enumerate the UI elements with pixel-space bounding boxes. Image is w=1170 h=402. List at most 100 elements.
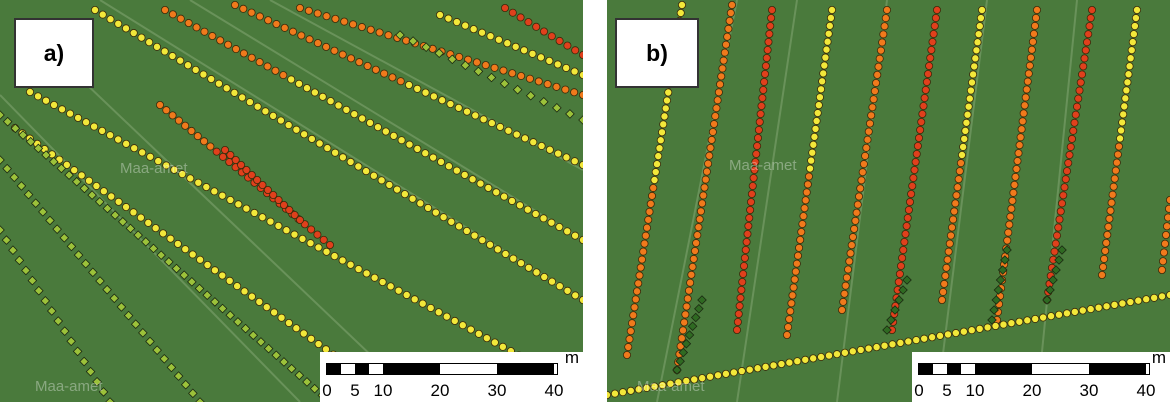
measurement-point	[371, 65, 380, 74]
measurement-point	[536, 53, 545, 62]
measurement-point	[342, 105, 351, 114]
measurement-point	[702, 167, 711, 176]
measurement-point	[563, 227, 572, 236]
measurement-point	[1070, 118, 1079, 127]
measurement-point	[1097, 270, 1106, 279]
measurement-point	[512, 130, 521, 139]
measurement-point	[82, 118, 91, 127]
measurement-point	[269, 190, 278, 199]
measurement-point	[942, 263, 951, 272]
measurement-point	[983, 323, 992, 332]
measurement-point	[675, 356, 685, 367]
measurement-point	[631, 295, 640, 304]
measurement-point	[563, 41, 572, 50]
measurement-point	[864, 344, 873, 353]
measurement-point	[824, 29, 833, 38]
measurement-point	[848, 347, 857, 356]
measurement-point	[207, 75, 216, 84]
measurement-point	[1166, 196, 1170, 204]
measurement-point	[290, 210, 299, 219]
map-canvas-b	[607, 0, 1170, 402]
measurement-point	[742, 237, 751, 246]
measurement-point	[160, 6, 169, 14]
measurement-point	[145, 38, 154, 47]
measurement-point	[734, 309, 743, 318]
measurement-point	[744, 221, 753, 230]
measurement-point	[1039, 313, 1048, 322]
measurement-point	[678, 326, 687, 335]
measurement-point	[218, 152, 227, 161]
measurement-point	[682, 376, 691, 385]
measurement-point	[1047, 312, 1056, 321]
measurement-point	[748, 181, 757, 190]
measurement-point	[960, 134, 969, 143]
measurement-point	[393, 185, 402, 194]
measurement-point	[634, 385, 643, 394]
measurement-point	[626, 327, 635, 336]
measurement-point	[288, 27, 297, 36]
measurement-point	[486, 240, 495, 249]
measurement-point	[845, 257, 854, 266]
measurement-point	[218, 271, 227, 280]
measurement-point	[322, 42, 331, 51]
measurement-point	[129, 208, 138, 217]
measurement-point	[375, 28, 384, 37]
measurement-point	[761, 62, 770, 71]
measurement-point	[62, 160, 71, 169]
measurement-point	[686, 278, 695, 287]
measurement-point	[231, 45, 240, 54]
measurement-point	[728, 1, 737, 9]
measurement-point	[50, 100, 59, 109]
measurement-point	[74, 113, 83, 122]
measurement-point	[338, 153, 347, 162]
measurement-point	[73, 250, 84, 260]
measurement-point	[900, 237, 909, 246]
measurement-point	[137, 33, 146, 42]
measurement-point	[570, 88, 579, 97]
measurement-point	[512, 84, 523, 95]
measurement-point	[946, 231, 955, 240]
measurement-point	[413, 144, 422, 153]
measurement-point	[500, 4, 509, 12]
measurement-point	[214, 79, 223, 88]
scale-tick: 20	[430, 381, 450, 400]
scale-tick: 30	[487, 381, 507, 400]
measurement-point	[658, 128, 667, 137]
measurement-point	[27, 275, 38, 286]
measurement-point	[973, 38, 982, 47]
measurement-point	[349, 20, 358, 29]
measurement-point	[452, 18, 461, 27]
measurement-point	[162, 106, 171, 115]
measurement-point	[1086, 14, 1095, 23]
measurement-point	[626, 386, 635, 395]
measurement-point	[421, 42, 431, 52]
measurement-point	[178, 170, 187, 179]
measurement-point	[1012, 164, 1021, 173]
measurement-point	[1052, 231, 1061, 240]
measurement-point	[59, 232, 70, 243]
measurement-point	[154, 157, 163, 166]
measurement-point	[725, 16, 734, 25]
measurement-point	[692, 239, 701, 248]
measurement-point	[1070, 307, 1079, 316]
measurement-point	[224, 40, 233, 49]
measurement-point	[280, 23, 289, 32]
measurement-point	[176, 14, 185, 23]
measurement-point	[1113, 150, 1122, 159]
scale-bar: m 0 5 10 20 30 40	[912, 348, 1170, 402]
measurement-point	[523, 205, 532, 214]
measurement-point	[637, 255, 646, 264]
measurement-point	[553, 60, 562, 69]
measurement-point	[306, 239, 315, 248]
measurement-point	[309, 383, 320, 394]
measurement-point	[1055, 215, 1064, 224]
measurement-point	[1003, 236, 1012, 245]
measurement-point	[975, 22, 984, 31]
measurement-point	[79, 356, 89, 367]
measurement-point	[706, 143, 715, 152]
measurement-point	[508, 69, 517, 78]
measurement-point	[760, 78, 769, 87]
measurement-point	[656, 136, 665, 145]
measurement-point	[903, 213, 912, 222]
map-canvas-a	[0, 0, 583, 402]
